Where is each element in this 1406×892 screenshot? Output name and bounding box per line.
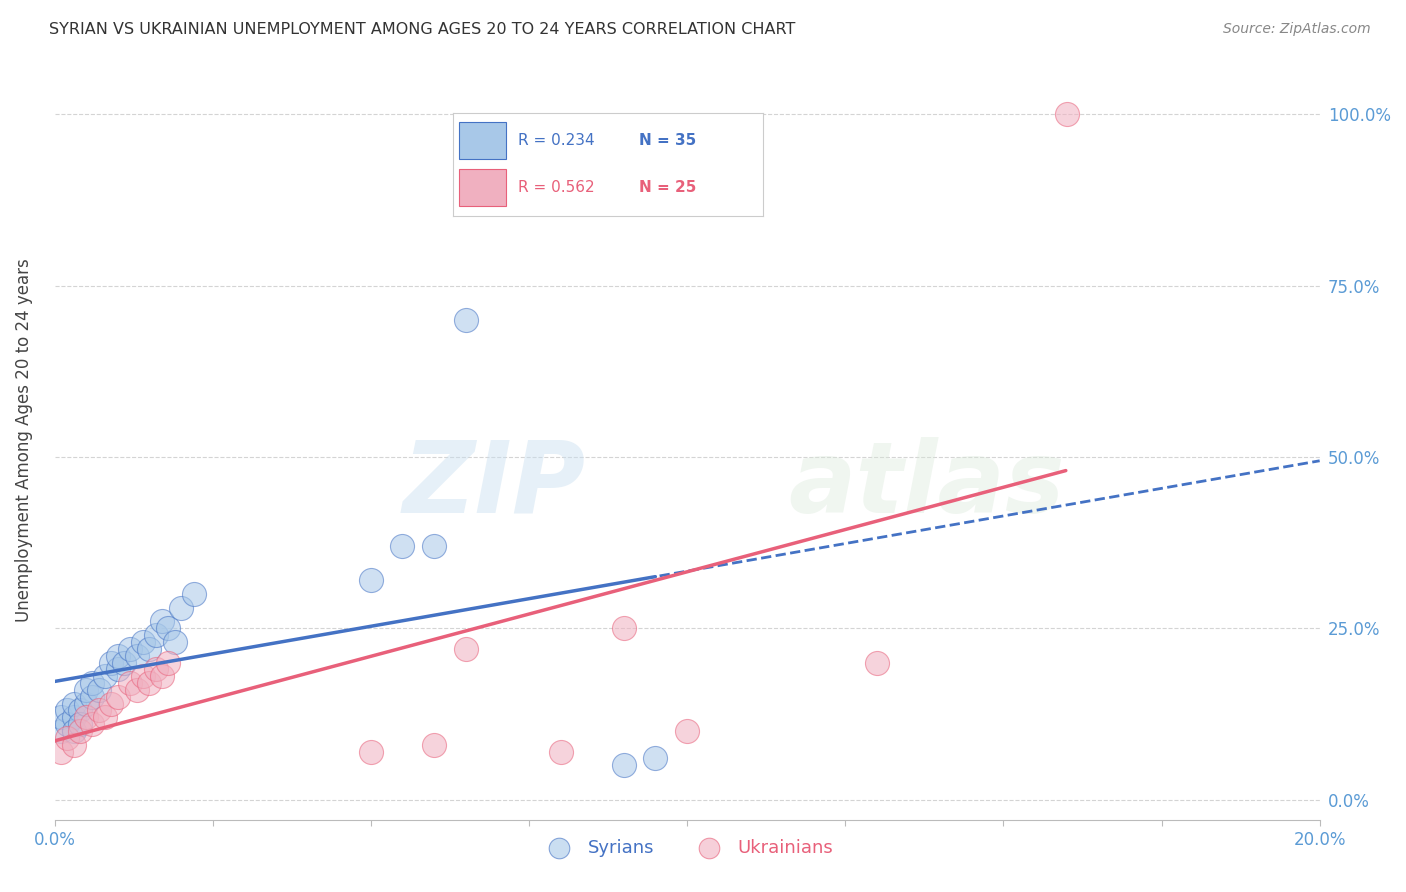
Point [62,724,84,739]
Point [75,710,97,724]
Point [644,751,666,765]
Point [107,662,129,676]
Point [69,704,91,718]
Point [170,600,193,615]
Point [613,758,636,772]
Point [125,648,148,663]
Point [49,724,72,739]
Point [62,697,84,711]
Point [56,717,79,731]
Point [550,745,572,759]
Point [75,682,97,697]
Point [87,682,110,697]
Y-axis label: Unemployment Among Ages 20 to 24 years: Unemployment Among Ages 20 to 24 years [15,258,32,622]
Point [157,656,180,670]
Point [82,717,104,731]
Point [82,676,104,690]
Point [613,621,636,635]
Point [132,635,155,649]
Point [56,704,79,718]
Point [145,662,167,676]
Text: Source: ZipAtlas.com: Source: ZipAtlas.com [1223,22,1371,37]
Point [138,676,160,690]
Point [423,738,446,752]
Point [423,539,446,553]
Point [120,641,142,656]
Point [87,704,110,718]
Legend: Syrians, Ukrainians: Syrians, Ukrainians [534,832,841,864]
Point [866,656,889,670]
Point [69,717,91,731]
Point [454,641,477,656]
Point [62,710,84,724]
Point [145,628,167,642]
Point [1056,107,1078,121]
Point [454,313,477,327]
Point [49,710,72,724]
Point [107,690,129,704]
Point [360,574,382,588]
Point [49,745,72,759]
Point [150,669,173,683]
Point [120,676,142,690]
Point [360,745,382,759]
Point [391,539,413,553]
Point [157,621,180,635]
Point [150,615,173,629]
Point [94,669,117,683]
Point [56,731,79,745]
Point [75,697,97,711]
Point [183,587,205,601]
Point [676,724,699,739]
Text: atlas: atlas [789,437,1064,534]
Point [100,697,122,711]
Point [100,656,122,670]
Point [62,738,84,752]
Point [107,648,129,663]
Text: ZIP: ZIP [404,437,586,534]
Point [138,641,160,656]
Text: SYRIAN VS UKRAINIAN UNEMPLOYMENT AMONG AGES 20 TO 24 YEARS CORRELATION CHART: SYRIAN VS UKRAINIAN UNEMPLOYMENT AMONG A… [49,22,796,37]
Point [69,724,91,739]
Point [132,669,155,683]
Point [82,690,104,704]
Point [125,682,148,697]
Point [94,710,117,724]
Point [112,656,135,670]
Point [163,635,186,649]
